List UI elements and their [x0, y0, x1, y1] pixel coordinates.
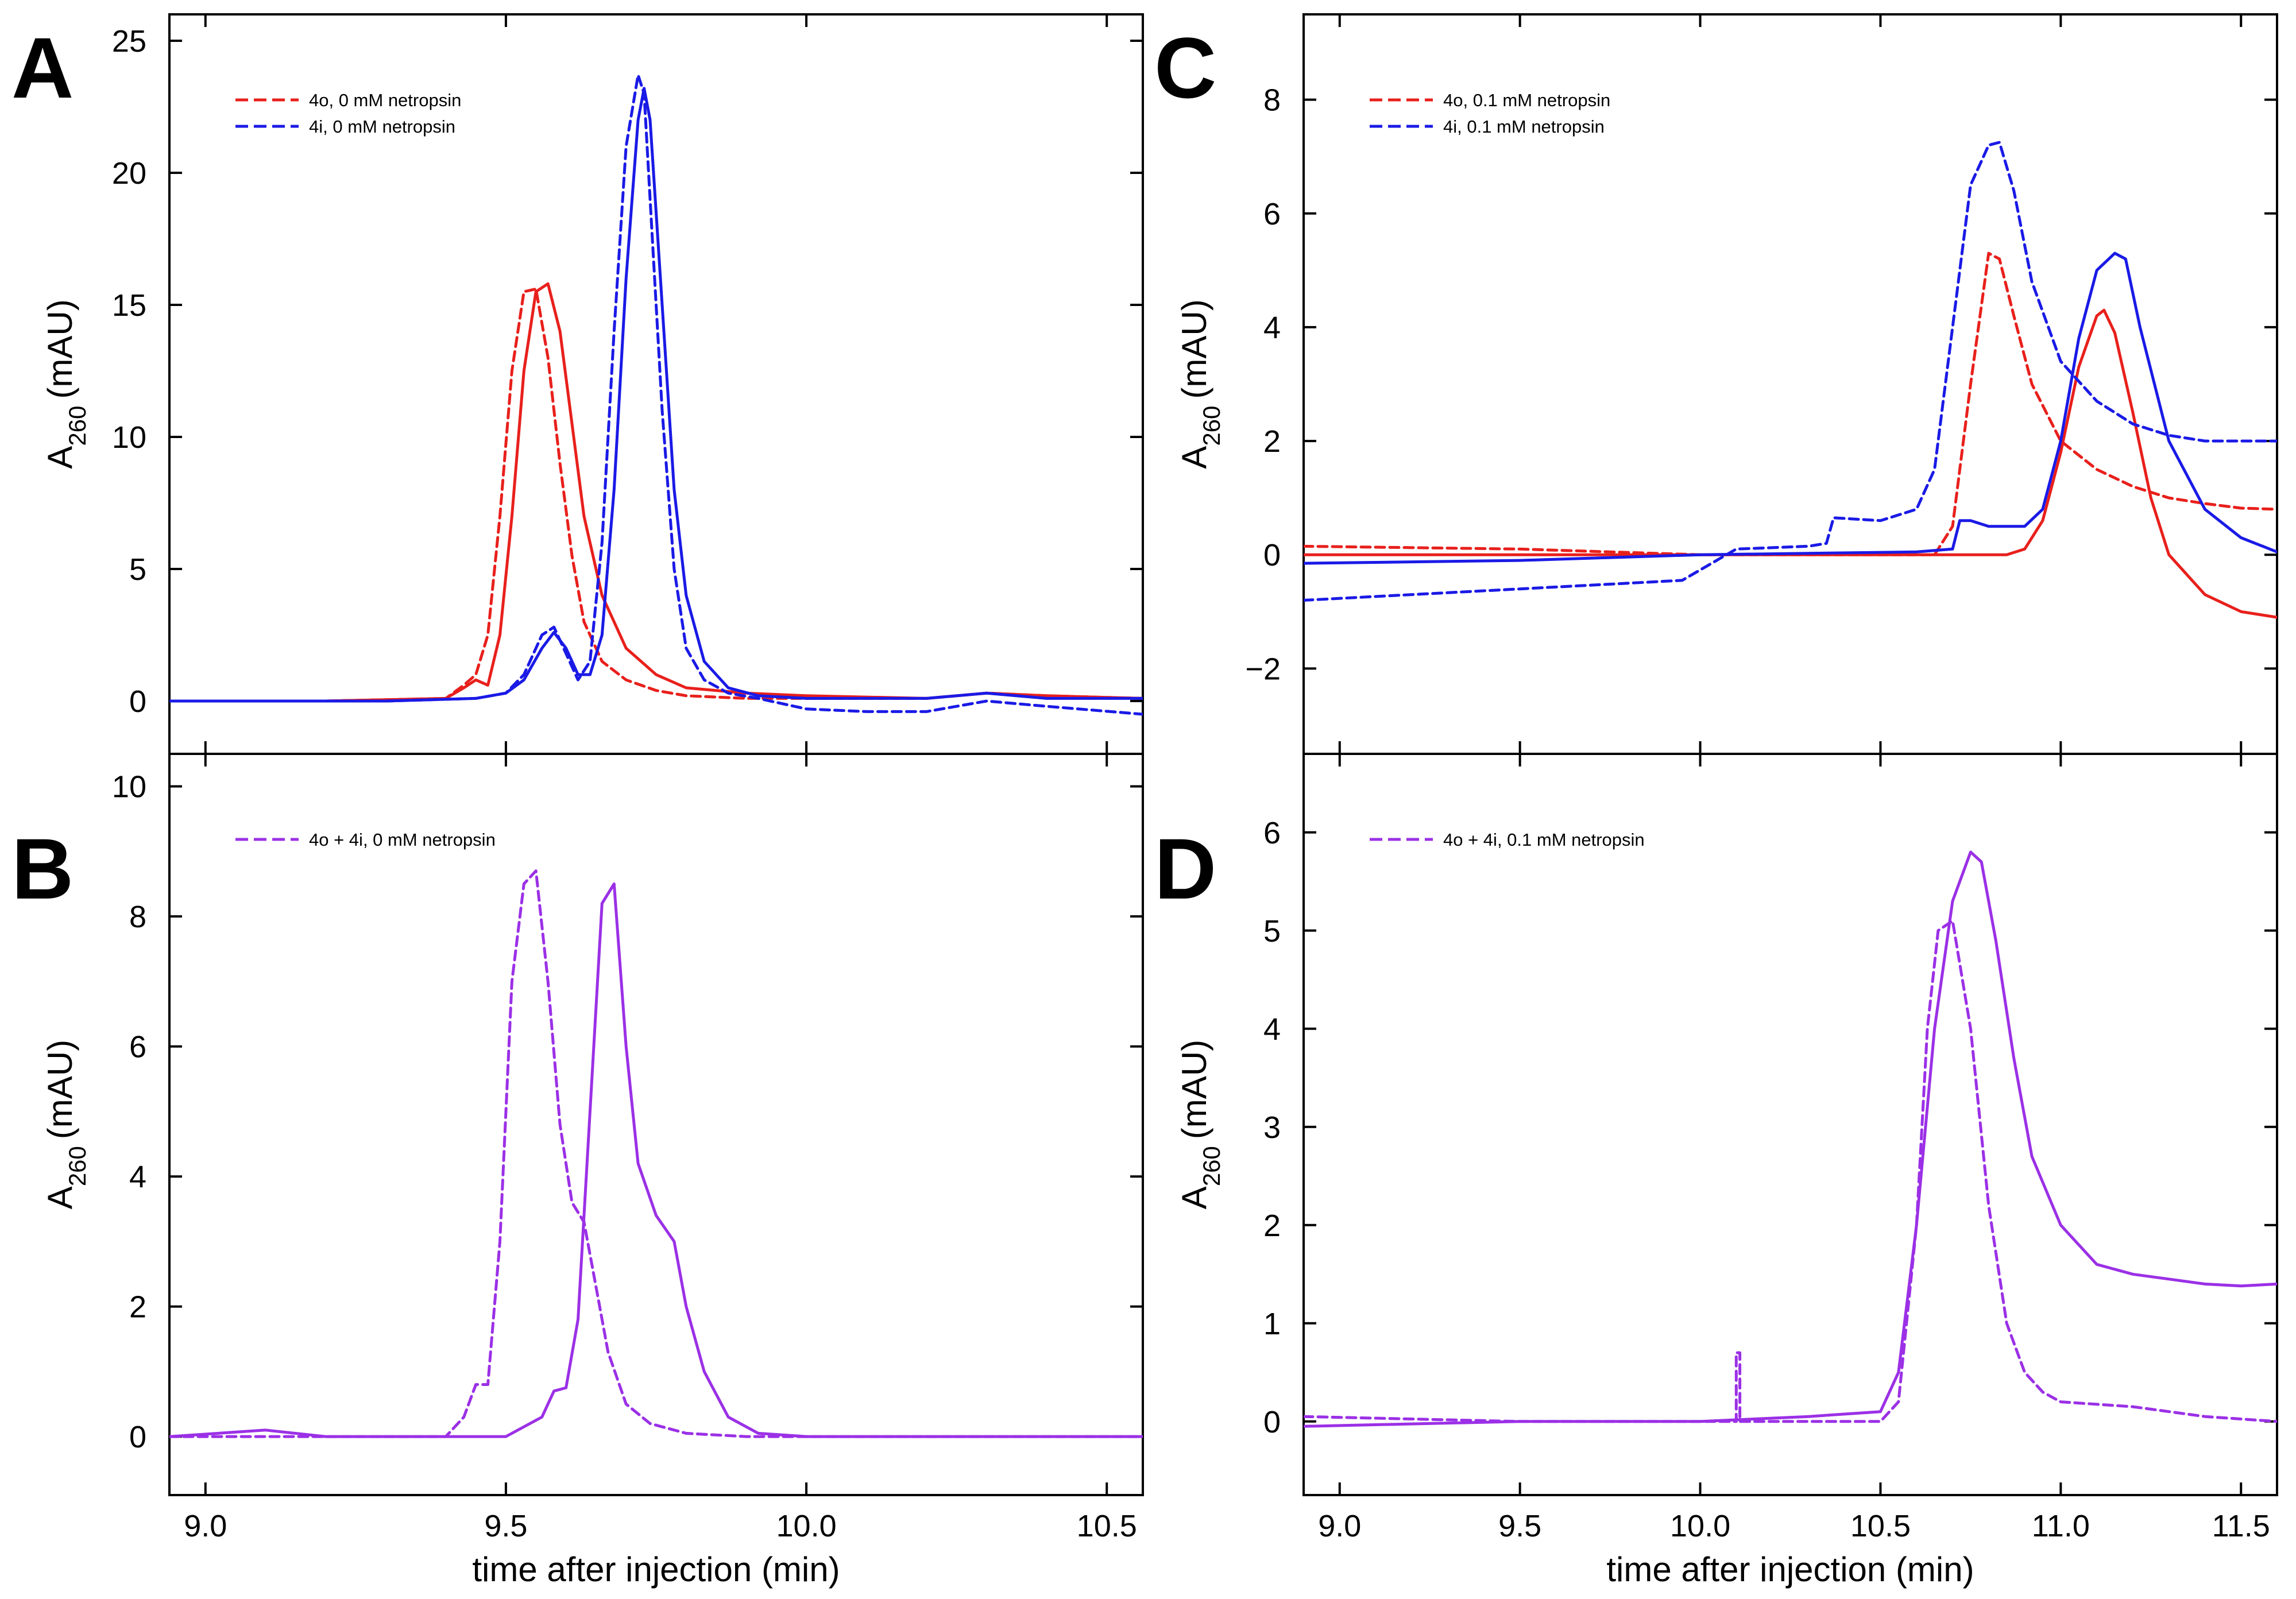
series-group	[169, 869, 1143, 1438]
x-tick-label: 11.5	[2212, 1509, 2270, 1543]
y-tick-label: 2	[1263, 424, 1281, 459]
panel-letter-c: C	[1154, 20, 1216, 116]
y-tick-label: 1	[1263, 1307, 1281, 1341]
series-line-red-dashed	[1304, 251, 2277, 556]
y-axis-label-main: A	[41, 1186, 79, 1209]
y-tick-label: 6	[1263, 197, 1281, 231]
y-axis-label: A260 (mAU)	[1175, 299, 1225, 469]
panel-letter-b: B	[11, 820, 74, 917]
series-line-blue-dashed	[1304, 141, 2277, 602]
y-tick-label: 4	[129, 1160, 146, 1194]
y-tick-label: 15	[112, 288, 146, 323]
y-axis-label-unit: (mAU)	[41, 299, 79, 398]
y-axis-label: A260 (mAU)	[41, 1040, 91, 1209]
y-tick-label: 6	[1263, 816, 1281, 850]
y-tick-label: 2	[1263, 1209, 1281, 1243]
y-axis-label: A260 (mAU)	[1175, 1040, 1225, 1209]
y-tick-label: 5	[1263, 914, 1281, 948]
series-line-red-solid	[169, 282, 1143, 703]
x-tick-label: 10.0	[1670, 1509, 1730, 1543]
y-tick-label: 2	[129, 1290, 146, 1325]
y-tick-label: 4	[1263, 311, 1281, 345]
panel-D-chart: D 9.0 9.5 10.0 10.5 11.0 11.5 0 1 2 3 4 5 6 A260 (mAU) t…	[1154, 753, 2278, 1589]
legend-entry: 4o + 4i, 0.1 mM netropsin	[1443, 830, 1645, 850]
series-group	[1304, 141, 2277, 619]
plot-frame-b	[168, 753, 1144, 1496]
y-axis-label: A260 (mAU)	[41, 299, 91, 469]
y-tick-label: 0	[129, 684, 146, 719]
y-tick-label: 10	[112, 770, 146, 804]
y-axis-label-main: A	[41, 446, 79, 469]
y-axis-label-subscript: 260	[64, 1146, 91, 1186]
series-group	[1304, 850, 2277, 1428]
series-line-blue-solid	[169, 87, 1143, 703]
series-line-blue-dashed	[169, 73, 1143, 716]
y-axis-label-main: A	[1175, 446, 1213, 469]
x-tick-label: 9.5	[484, 1509, 527, 1543]
series-line-blue-solid	[1304, 251, 2277, 565]
series-line-red-solid	[1304, 308, 2277, 619]
series-group	[169, 73, 1143, 716]
y-tick-label: 25	[112, 24, 146, 59]
legend-entry: 4o, 0.1 mM netropsin	[1443, 90, 1610, 110]
y-axis-label-subscript: 260	[1198, 406, 1225, 446]
x-tick-label: 9.0	[184, 1509, 227, 1543]
x-tick-label: 9.0	[1318, 1509, 1361, 1543]
panel-B-chart: B 9.0 9.5 10.0 10.5 0 2 4 6 8 10 A260 (mAU) time afte…	[11, 753, 1144, 1589]
legend-entry: 4i, 0.1 mM netropsin	[1443, 117, 1605, 137]
legend-entry: 4i, 0 mM netropsin	[309, 117, 455, 137]
series-line-purple-dashed	[1304, 919, 2277, 1423]
y-axis-label-main: A	[1175, 1186, 1213, 1209]
y-tick-label: 10	[112, 420, 146, 455]
y-axis-label-unit: (mAU)	[1175, 299, 1213, 398]
y-axis-label-subscript: 260	[64, 406, 91, 446]
y-tick-label: 8	[129, 900, 146, 934]
y-axis-label-unit: (mAU)	[41, 1040, 79, 1139]
x-tick-label: 11.0	[2032, 1509, 2090, 1543]
y-axis-label-unit: (mAU)	[1175, 1040, 1213, 1139]
plot-frame-d	[1302, 753, 2278, 1496]
y-tick-label: 0	[129, 1420, 146, 1454]
series-line-purple-solid	[1304, 850, 2277, 1428]
y-tick-label: 20	[112, 156, 146, 191]
panel-letter-d: D	[1154, 820, 1216, 917]
x-tick-label: 10.0	[776, 1509, 837, 1543]
y-tick-label: 6	[129, 1030, 146, 1064]
y-tick-label: 3	[1263, 1110, 1281, 1145]
x-tick-label: 10.5	[1077, 1509, 1137, 1543]
y-tick-label: 4	[1263, 1012, 1281, 1047]
x-axis-label: time after injection (min)	[1606, 1550, 1974, 1589]
legend-entry: 4o, 0 mM netropsin	[309, 90, 461, 110]
y-tick-label: 0	[1263, 538, 1281, 572]
y-tick-label: 5	[129, 552, 146, 587]
series-line-purple-dashed	[169, 869, 1143, 1438]
panel-letter-a: A	[11, 20, 74, 116]
y-tick-label: 0	[1263, 1405, 1281, 1439]
y-tick-label: 8	[1263, 83, 1281, 118]
y-axis-label-subscript: 260	[1198, 1146, 1225, 1186]
legend-entry: 4o + 4i, 0 mM netropsin	[309, 830, 496, 850]
x-tick-label: 9.5	[1498, 1509, 1541, 1543]
x-axis-label: time after injection (min)	[472, 1550, 840, 1589]
series-line-purple-solid	[169, 882, 1143, 1438]
series-line-red-dashed	[169, 287, 1143, 703]
x-tick-label: 10.5	[1850, 1509, 1911, 1543]
panel-C-chart: C −2 0 2 4 6 8 A260 (mAU) 4o, 0.1 mM netropsin 4i,…	[1154, 13, 2278, 755]
y-tick-label: −2	[1245, 652, 1281, 686]
